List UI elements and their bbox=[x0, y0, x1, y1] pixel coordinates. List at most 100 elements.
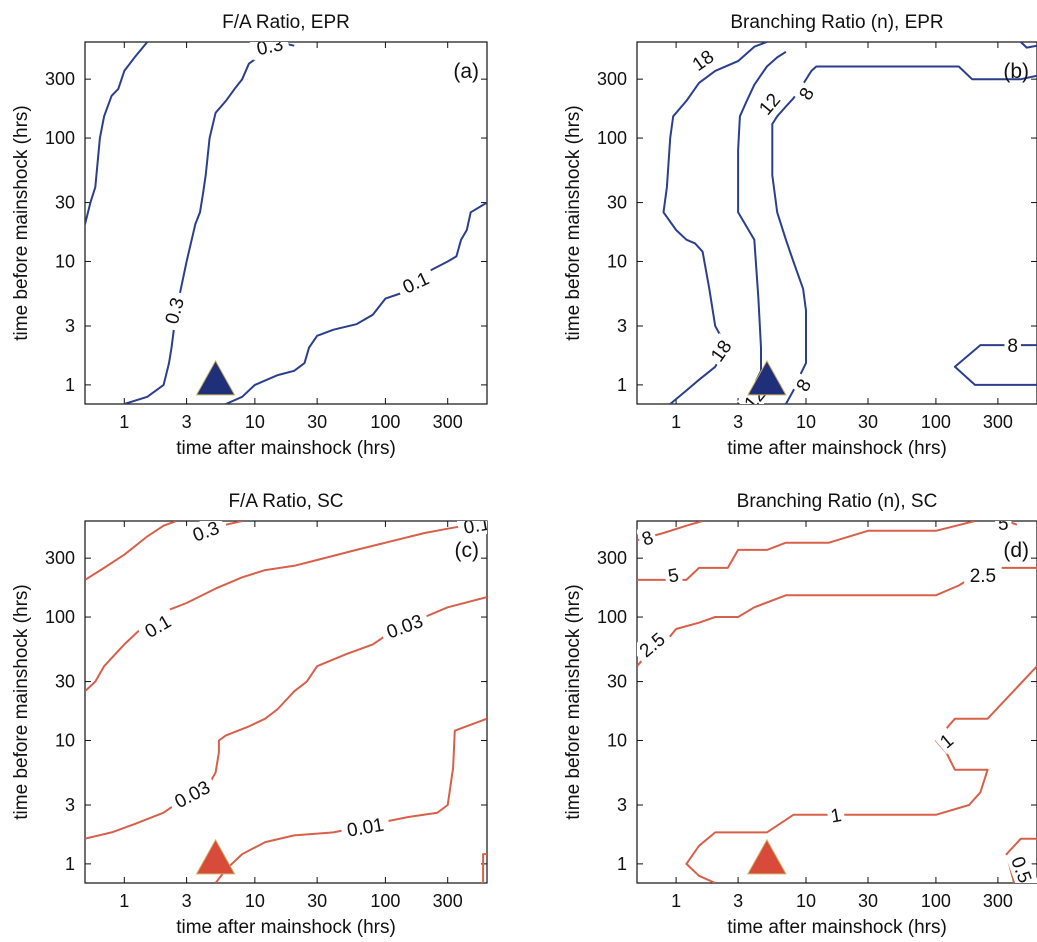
contour-label-bg bbox=[378, 607, 431, 645]
y-tick-label: 100 bbox=[45, 607, 75, 627]
contour-label-bg bbox=[932, 726, 960, 755]
x-tick-label: 10 bbox=[245, 891, 265, 911]
contour-line bbox=[85, 523, 471, 693]
contour-label: 5 bbox=[663, 562, 684, 588]
chart-title: Branching Ratio (n), SC bbox=[737, 491, 938, 512]
contour-label: 1 bbox=[932, 726, 960, 755]
contour-label: 5 bbox=[995, 514, 1012, 535]
y-tick-label: 1 bbox=[617, 375, 627, 395]
x-tick-label: 30 bbox=[307, 891, 327, 911]
contour-label-bg bbox=[663, 562, 684, 588]
chart-title: Branching Ratio (n), EPR bbox=[730, 12, 943, 33]
contour-label-bg bbox=[393, 264, 438, 300]
contour-label-bg bbox=[995, 521, 1012, 534]
contour-label-text: 5 bbox=[666, 565, 680, 588]
x-tick-label: 3 bbox=[733, 412, 743, 432]
plot-frame bbox=[636, 41, 1037, 405]
contour-label-bg bbox=[339, 811, 391, 842]
contour-label: 2.5 bbox=[964, 563, 1002, 587]
contour-line bbox=[771, 65, 1037, 404]
y-tick-label: 1 bbox=[65, 375, 75, 395]
y-tick-label: 10 bbox=[607, 730, 627, 750]
chart-title: F/A Ratio, EPR bbox=[222, 12, 350, 33]
y-tick-label: 300 bbox=[597, 69, 627, 89]
contour-label: 18 bbox=[685, 43, 720, 77]
chart-title: F/A Ratio, SC bbox=[228, 491, 343, 512]
contour-line bbox=[225, 521, 243, 526]
x-axis-label: time after mainshock (hrs) bbox=[727, 917, 947, 938]
contour-label-text: 0.03 bbox=[384, 611, 426, 643]
contour-label-text: 0.1 bbox=[462, 514, 492, 539]
contour-label-bg bbox=[249, 42, 291, 61]
x-tick-label: 3 bbox=[182, 412, 192, 432]
contour-label-bg bbox=[792, 80, 820, 107]
panel-label: (c) bbox=[455, 539, 480, 562]
contour-label: 8 bbox=[789, 372, 817, 398]
y-tick-label: 300 bbox=[597, 548, 627, 568]
contour-label: 0.1 bbox=[456, 514, 492, 539]
x-tick-label: 1 bbox=[119, 891, 129, 911]
y-tick-label: 3 bbox=[65, 795, 75, 815]
x-axis-label: time after mainshock (hrs) bbox=[176, 438, 396, 459]
x-tick-label: 30 bbox=[858, 891, 878, 911]
contour-label: 0.3 bbox=[184, 521, 228, 548]
panel-label: (d) bbox=[1003, 539, 1029, 562]
x-tick-label: 30 bbox=[858, 412, 878, 432]
panel-a: F/A Ratio, EPR 1 3 10 30 100 300 1 3 10 30 100 300 ti… bbox=[11, 12, 488, 459]
y-tick-label: 3 bbox=[65, 316, 75, 336]
y-tick-label: 100 bbox=[45, 128, 75, 148]
y-tick-label: 300 bbox=[45, 548, 75, 568]
panel-b: Branching Ratio (n), EPR 1 3 10 30 100 300 1 3 10… bbox=[563, 12, 1037, 459]
x-tick-label: 1 bbox=[671, 412, 681, 432]
y-tick-label: 30 bbox=[55, 672, 75, 692]
contour-line bbox=[85, 521, 177, 581]
x-tick-label: 300 bbox=[433, 412, 463, 432]
contour-label: 0.01 bbox=[339, 811, 391, 842]
y-tick-label: 3 bbox=[617, 795, 627, 815]
x-tick-label: 1 bbox=[119, 412, 129, 432]
x-tick-label: 300 bbox=[433, 891, 463, 911]
contour-line bbox=[953, 344, 1037, 386]
contours: 0.30.30.1 bbox=[85, 34, 487, 404]
contour-label-bg bbox=[184, 521, 228, 548]
contour-label-text: 5 bbox=[998, 514, 1009, 535]
contour-line bbox=[124, 42, 279, 404]
contour-line bbox=[637, 521, 976, 581]
plot-frame bbox=[636, 520, 1037, 884]
contour-label-bg bbox=[1005, 848, 1037, 883]
panel-label: (b) bbox=[1003, 60, 1029, 83]
contour-label: 0.03 bbox=[378, 607, 431, 645]
x-axis-label: time after mainshock (hrs) bbox=[727, 438, 947, 459]
contour-line bbox=[482, 853, 487, 883]
x-tick-label: 100 bbox=[370, 412, 400, 432]
contour-label: 0.1 bbox=[135, 606, 180, 645]
x-tick-label: 3 bbox=[182, 891, 192, 911]
mainshock-marker bbox=[747, 359, 787, 396]
x-tick-label: 10 bbox=[245, 412, 265, 432]
contour-label: 0.3 bbox=[158, 289, 190, 332]
y-tick-label: 100 bbox=[597, 128, 627, 148]
contours: 0.3 0.1 0.1 0.03 0.03 0.01 bbox=[85, 514, 492, 883]
y-tick-label: 300 bbox=[45, 69, 75, 89]
x-tick-label: 30 bbox=[307, 412, 327, 432]
y-axis-label: time before mainshock (hrs) bbox=[11, 584, 32, 819]
panel-label: (a) bbox=[453, 60, 479, 83]
contour-label: 18 bbox=[703, 333, 738, 368]
contour-label: 8 bbox=[1004, 334, 1021, 357]
x-tick-label: 100 bbox=[921, 412, 951, 432]
mainshock-marker bbox=[747, 838, 787, 875]
y-tick-label: 3 bbox=[617, 316, 627, 336]
contour-line bbox=[1020, 42, 1037, 49]
contour-label-text: 0.3 bbox=[255, 34, 285, 60]
contour-label-bg bbox=[1004, 334, 1021, 357]
contour-label-bg bbox=[685, 43, 720, 77]
contour-line bbox=[225, 201, 487, 404]
x-tick-label: 10 bbox=[796, 412, 816, 432]
x-tick-label: 300 bbox=[983, 891, 1013, 911]
contour-label-bg bbox=[456, 521, 487, 539]
contour-label-bg bbox=[165, 772, 219, 815]
contour-label: 0.3 bbox=[249, 34, 291, 61]
mainshock-marker bbox=[195, 359, 236, 396]
